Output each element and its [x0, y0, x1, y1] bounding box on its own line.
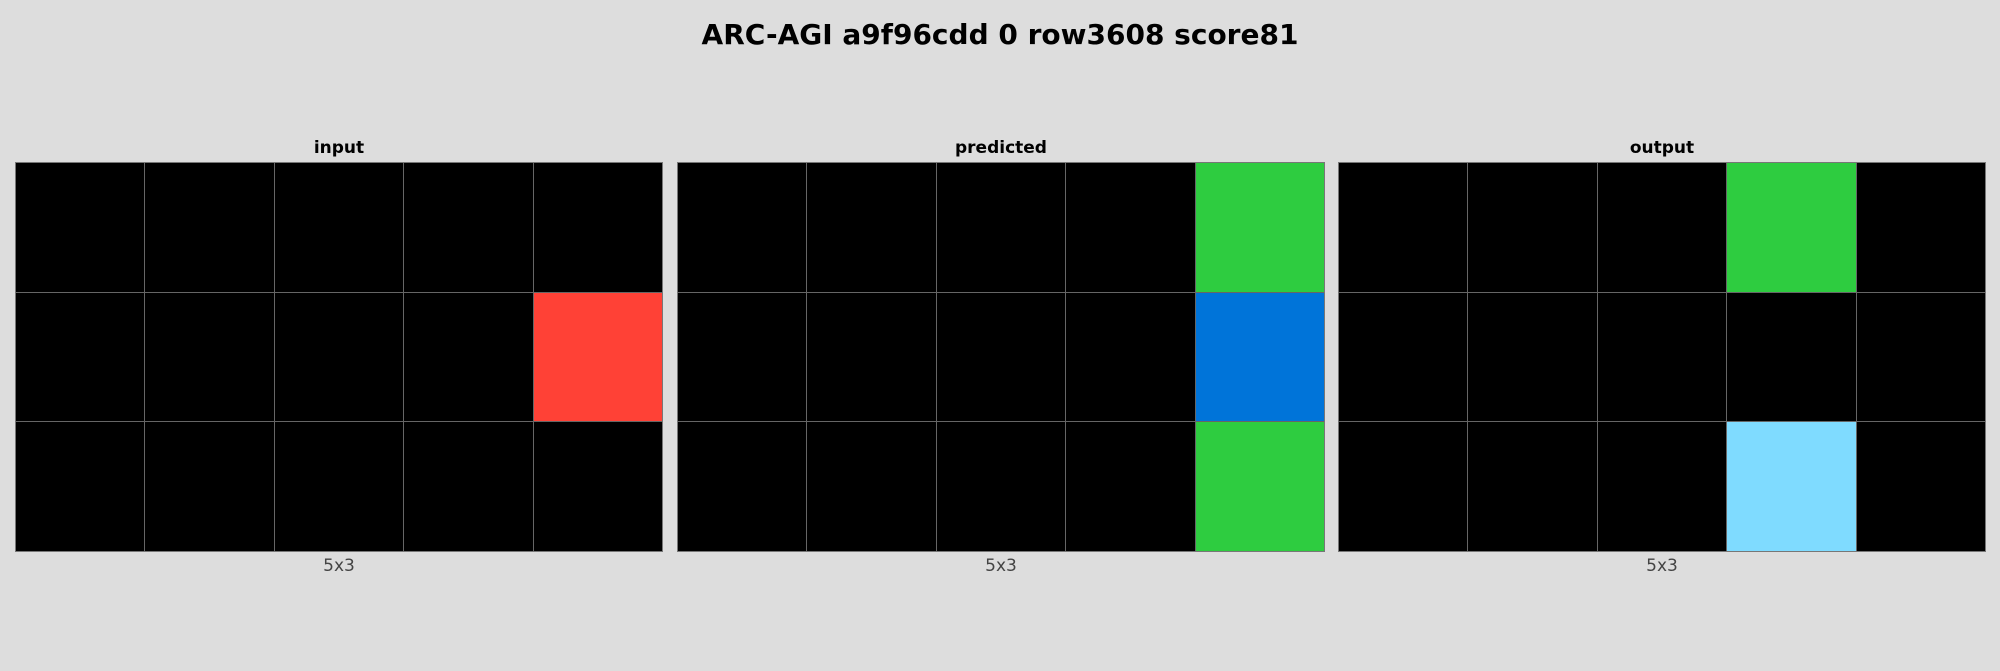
predicted-panel: predicted 5x3 [677, 136, 1325, 576]
grid-cell [1727, 163, 1856, 292]
grid-cell [807, 422, 936, 551]
grid-cell [16, 292, 145, 422]
grid-cell [1339, 422, 1468, 551]
grid-cell [1727, 422, 1856, 551]
grid-cell [1856, 292, 1985, 422]
grid-cell [274, 163, 404, 292]
grid-cell [16, 422, 145, 551]
output-grid [1338, 162, 1986, 552]
grid-cell [1468, 163, 1597, 292]
grid-cell [533, 422, 662, 551]
grid-cell [404, 163, 533, 292]
grid-cell [1856, 163, 1985, 292]
panel-label: input [313, 138, 365, 158]
output-panel: output 5x3 [1338, 136, 1986, 576]
grid-cell [145, 163, 274, 292]
grid-cell [145, 422, 274, 551]
grid-dimensions: 5x3 [323, 556, 355, 576]
grid-cell [936, 292, 1066, 422]
grid-cell [274, 422, 404, 551]
grid-cell [678, 163, 807, 292]
grid-cell [1195, 422, 1324, 551]
grid-cell [678, 292, 807, 422]
grid-cell [936, 422, 1066, 551]
input-panel: input 5x3 [15, 136, 663, 576]
grid-cell [1597, 163, 1727, 292]
grid-cell [1195, 292, 1324, 422]
grid-cell [1597, 422, 1727, 551]
grid-cell [678, 422, 807, 551]
grid-cell [1468, 422, 1597, 551]
grid-dimensions: 5x3 [985, 556, 1017, 576]
grid-cell [1597, 292, 1727, 422]
page-title: ARC-AGI a9f96cdd 0 row3608 score81 [701, 18, 1299, 51]
grid-cell [1195, 163, 1324, 292]
grid-cell [1727, 292, 1856, 422]
grid-cell [1066, 292, 1195, 422]
grid-cell [1856, 422, 1985, 551]
grid-cell [533, 163, 662, 292]
grid-cell [533, 292, 662, 422]
grid-cell [16, 163, 145, 292]
grid-dimensions: 5x3 [1646, 556, 1678, 576]
grid-cell [274, 292, 404, 422]
grid-cell [145, 292, 274, 422]
panel-label: output [1629, 138, 1695, 158]
grid-cell [1066, 422, 1195, 551]
grid-cell [1339, 292, 1468, 422]
grid-cell [1066, 163, 1195, 292]
grid-cell [404, 292, 533, 422]
panel-label: predicted [955, 138, 1047, 158]
grid-cell [807, 292, 936, 422]
grid-cell [1339, 163, 1468, 292]
grid-cell [404, 422, 533, 551]
grid-cell [936, 163, 1066, 292]
input-grid [15, 162, 663, 552]
predicted-grid [677, 162, 1325, 552]
grid-cell [807, 163, 936, 292]
grid-cell [1468, 292, 1597, 422]
